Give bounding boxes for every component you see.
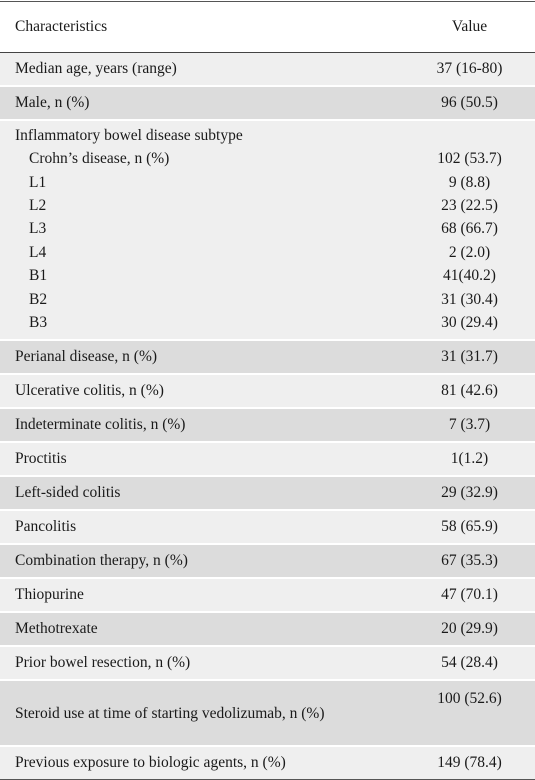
table-row: Previous exposure to biologic agents, n … (0, 745, 535, 780)
header-characteristics: Characteristics (0, 2, 398, 53)
row-value: 58 (65.9) (398, 509, 535, 545)
table-row: Inflammatory bowel disease subtype (0, 119, 535, 147)
row-value: 102 (53.7) (398, 147, 535, 171)
row-label: Left-sided colitis (0, 475, 398, 511)
row-value: 96 (50.5) (398, 85, 535, 120)
row-label: Proctitis (0, 441, 398, 477)
table-row: B3 30 (29.4) (0, 310, 535, 341)
table-row: L1 9 (8.8) (0, 170, 535, 194)
table-row: Prior bowel resection, n (%) 54 (28.4) (0, 645, 535, 681)
table-top-rule (0, 1, 535, 2)
row-label: Ulcerative colitis, n (%) (0, 373, 398, 409)
row-label: L4 (0, 240, 398, 264)
row-label: L2 (0, 193, 398, 218)
table-row: L3 68 (66.7) (0, 217, 535, 241)
row-value: 20 (29.9) (398, 611, 535, 647)
row-value (398, 119, 535, 147)
row-label: B2 (0, 287, 398, 311)
row-value: 31 (30.4) (398, 287, 535, 311)
table-row: Left-sided colitis 29 (32.9) (0, 475, 535, 511)
table-row: Proctitis 1(1.2) (0, 441, 535, 477)
row-value: 2 (2.0) (398, 240, 535, 264)
row-value: 81 (42.6) (398, 373, 535, 409)
table-row: Perianal disease, n (%) 31 (31.7) (0, 339, 535, 375)
table-row: Male, n (%) 96 (50.5) (0, 85, 535, 120)
row-label: L3 (0, 217, 398, 241)
table-row: Pancolitis 58 (65.9) (0, 509, 535, 545)
row-value: 100 (52.6) (398, 679, 535, 747)
row-label: Thiopurine (0, 577, 398, 613)
row-label: B3 (0, 310, 398, 341)
row-label: Previous exposure to biologic agents, n … (0, 745, 398, 780)
row-label: Perianal disease, n (%) (0, 339, 398, 375)
row-value: 29 (32.9) (398, 475, 535, 511)
row-label: Inflammatory bowel disease subtype (0, 119, 398, 147)
row-label: L1 (0, 170, 398, 194)
table-row: B2 31 (30.4) (0, 287, 535, 311)
row-label: Median age, years (range) (0, 52, 398, 86)
header-value: Value (398, 2, 535, 53)
row-value: 31 (31.7) (398, 339, 535, 375)
row-value: 9 (8.8) (398, 170, 535, 194)
row-label: Indeterminate colitis, n (%) (0, 407, 398, 443)
table-row: B1 41(40.2) (0, 263, 535, 288)
table-row: Median age, years (range) 37 (16-80) (0, 52, 535, 86)
row-value: 54 (28.4) (398, 645, 535, 681)
table-row: L4 2 (2.0) (0, 240, 535, 264)
table-row: Crohn’s disease, n (%) 102 (53.7) (0, 147, 535, 171)
row-label: Pancolitis (0, 509, 398, 545)
row-label: B1 (0, 263, 398, 288)
row-label: Prior bowel resection, n (%) (0, 645, 398, 681)
table-row: Indeterminate colitis, n (%) 7 (3.7) (0, 407, 535, 443)
row-value: 37 (16-80) (398, 52, 535, 86)
row-label: Male, n (%) (0, 85, 398, 120)
table-header-row: Characteristics Value (0, 2, 535, 53)
row-label: Methotrexate (0, 611, 398, 647)
row-label: Crohn’s disease, n (%) (0, 147, 398, 171)
row-value: 1(1.2) (398, 441, 535, 477)
row-value: 7 (3.7) (398, 407, 535, 443)
table-row: L2 23 (22.5) (0, 193, 535, 218)
row-value: 68 (66.7) (398, 217, 535, 241)
row-value: 67 (35.3) (398, 543, 535, 579)
row-value: 23 (22.5) (398, 193, 535, 218)
row-value: 47 (70.1) (398, 577, 535, 613)
row-label: Combination therapy, n (%) (0, 543, 398, 579)
table-row: Combination therapy, n (%) 67 (35.3) (0, 543, 535, 579)
table-row: Ulcerative colitis, n (%) 81 (42.6) (0, 373, 535, 409)
row-value: 41(40.2) (398, 263, 535, 288)
table-row: Steroid use at time of starting vedolizu… (0, 679, 535, 747)
table-row: Thiopurine 47 (70.1) (0, 577, 535, 613)
row-value: 30 (29.4) (398, 310, 535, 341)
table-row: Methotrexate 20 (29.9) (0, 611, 535, 647)
row-label: Steroid use at time of starting vedolizu… (0, 679, 398, 747)
row-value: 149 (78.4) (398, 745, 535, 780)
